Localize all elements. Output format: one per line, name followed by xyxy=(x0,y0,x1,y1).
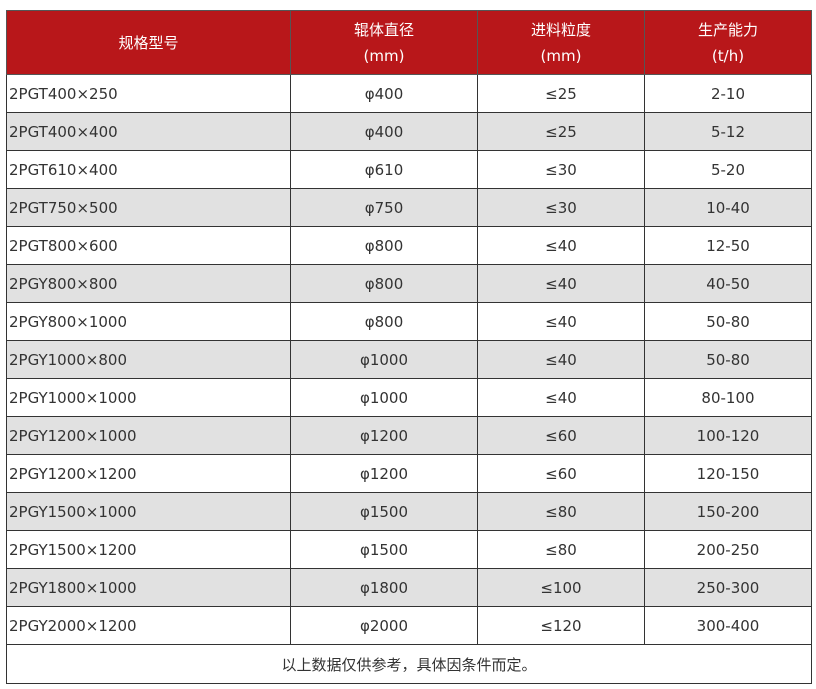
cell-feed-size: ≤30 xyxy=(477,188,645,227)
cell-model: 2PGY1200×1000 xyxy=(6,416,291,455)
cell-model: 2PGT800×600 xyxy=(6,226,291,265)
cell-feed-size: ≤100 xyxy=(477,568,645,607)
cell-roll-diameter: φ400 xyxy=(290,74,478,113)
header-model: 规格型号 xyxy=(6,10,291,75)
table-row: 2PGY2000×1200 φ2000 ≤120 300-400 xyxy=(6,606,812,645)
header-text: 进料粒度 xyxy=(530,20,591,39)
table-row: 2PGY1200×1200 φ1200 ≤60 120-150 xyxy=(6,454,812,493)
cell-capacity: 100-120 xyxy=(644,416,812,455)
table-row: 2PGY1500×1200 φ1500 ≤80 200-250 xyxy=(6,530,812,569)
table-row: 2PGY1800×1000 φ1800 ≤100 250-300 xyxy=(6,568,812,607)
cell-feed-size: ≤40 xyxy=(477,378,645,417)
cell-model: 2PGT610×400 xyxy=(6,150,291,189)
header-feed-size: 进料粒度 (mm) xyxy=(477,10,645,75)
cell-model: 2PGT400×250 xyxy=(6,74,291,113)
table-row: 2PGY1200×1000 φ1200 ≤60 100-120 xyxy=(6,416,812,455)
cell-capacity: 40-50 xyxy=(644,264,812,303)
header-capacity: 生产能力 (t/h) xyxy=(644,10,812,75)
cell-model: 2PGY1500×1000 xyxy=(6,492,291,531)
cell-model: 2PGY1800×1000 xyxy=(6,568,291,607)
cell-feed-size: ≤40 xyxy=(477,226,645,265)
footer-note: 以上数据仅供参考，具体因条件而定。 xyxy=(6,644,812,684)
cell-model: 2PGY1500×1200 xyxy=(6,530,291,569)
cell-roll-diameter: φ1000 xyxy=(290,340,478,379)
cell-roll-diameter: φ1200 xyxy=(290,454,478,493)
cell-roll-diameter: φ800 xyxy=(290,226,478,265)
cell-feed-size: ≤60 xyxy=(477,454,645,493)
header-text: 辊体直径 xyxy=(353,20,414,39)
cell-model: 2PGY1000×1000 xyxy=(6,378,291,417)
cell-capacity: 50-80 xyxy=(644,302,812,341)
header-text: 规格型号 xyxy=(118,33,179,52)
header-unit: (t/h) xyxy=(711,46,745,65)
header-unit: (mm) xyxy=(363,46,405,65)
cell-roll-diameter: φ610 xyxy=(290,150,478,189)
cell-feed-size: ≤30 xyxy=(477,150,645,189)
cell-roll-diameter: φ750 xyxy=(290,188,478,227)
cell-roll-diameter: φ800 xyxy=(290,302,478,341)
header-unit: (mm) xyxy=(540,46,582,65)
cell-feed-size: ≤40 xyxy=(477,340,645,379)
cell-roll-diameter: φ1200 xyxy=(290,416,478,455)
footer-row: 以上数据仅供参考，具体因条件而定。 xyxy=(6,644,812,684)
header-text: 生产能力 xyxy=(697,20,758,39)
cell-model: 2PGT750×500 xyxy=(6,188,291,227)
cell-feed-size: ≤25 xyxy=(477,74,645,113)
cell-capacity: 2-10 xyxy=(644,74,812,113)
cell-capacity: 50-80 xyxy=(644,340,812,379)
cell-capacity: 300-400 xyxy=(644,606,812,645)
header-roll-diameter: 辊体直径 (mm) xyxy=(290,10,478,75)
cell-capacity: 250-300 xyxy=(644,568,812,607)
header-row: 规格型号 辊体直径 (mm) 进料粒度 (mm) 生产能力 (t/h) xyxy=(6,10,812,75)
cell-feed-size: ≤60 xyxy=(477,416,645,455)
cell-capacity: 200-250 xyxy=(644,530,812,569)
cell-capacity: 10-40 xyxy=(644,188,812,227)
table-row: 2PGY1000×1000 φ1000 ≤40 80-100 xyxy=(6,378,812,417)
cell-roll-diameter: φ1500 xyxy=(290,492,478,531)
table-row: 2PGT800×600 φ800 ≤40 12-50 xyxy=(6,226,812,265)
cell-model: 2PGY800×800 xyxy=(6,264,291,303)
table-row: 2PGY800×1000 φ800 ≤40 50-80 xyxy=(6,302,812,341)
spec-table: 规格型号 辊体直径 (mm) 进料粒度 (mm) 生产能力 (t/h) 2PGT400… xyxy=(6,10,812,684)
cell-capacity: 120-150 xyxy=(644,454,812,493)
cell-roll-diameter: φ800 xyxy=(290,264,478,303)
cell-feed-size: ≤40 xyxy=(477,302,645,341)
cell-model: 2PGY2000×1200 xyxy=(6,606,291,645)
cell-feed-size: ≤80 xyxy=(477,530,645,569)
table-row: 2PGT400×400 φ400 ≤25 5-12 xyxy=(6,112,812,151)
cell-model: 2PGY800×1000 xyxy=(6,302,291,341)
table-row: 2PGY1000×800 φ1000 ≤40 50-80 xyxy=(6,340,812,379)
cell-feed-size: ≤25 xyxy=(477,112,645,151)
cell-model: 2PGY1000×800 xyxy=(6,340,291,379)
table-row: 2PGY800×800 φ800 ≤40 40-50 xyxy=(6,264,812,303)
table-row: 2PGT610×400 φ610 ≤30 5-20 xyxy=(6,150,812,189)
cell-feed-size: ≤40 xyxy=(477,264,645,303)
cell-roll-diameter: φ1800 xyxy=(290,568,478,607)
cell-feed-size: ≤120 xyxy=(477,606,645,645)
cell-capacity: 80-100 xyxy=(644,378,812,417)
cell-capacity: 150-200 xyxy=(644,492,812,531)
cell-capacity: 12-50 xyxy=(644,226,812,265)
cell-model: 2PGT400×400 xyxy=(6,112,291,151)
cell-capacity: 5-20 xyxy=(644,150,812,189)
table-row: 2PGY1500×1000 φ1500 ≤80 150-200 xyxy=(6,492,812,531)
cell-feed-size: ≤80 xyxy=(477,492,645,531)
cell-roll-diameter: φ400 xyxy=(290,112,478,151)
table-row: 2PGT400×250 φ400 ≤25 2-10 xyxy=(6,74,812,113)
cell-model: 2PGY1200×1200 xyxy=(6,454,291,493)
cell-roll-diameter: φ1000 xyxy=(290,378,478,417)
cell-roll-diameter: φ2000 xyxy=(290,606,478,645)
table-row: 2PGT750×500 φ750 ≤30 10-40 xyxy=(6,188,812,227)
cell-capacity: 5-12 xyxy=(644,112,812,151)
cell-roll-diameter: φ1500 xyxy=(290,530,478,569)
